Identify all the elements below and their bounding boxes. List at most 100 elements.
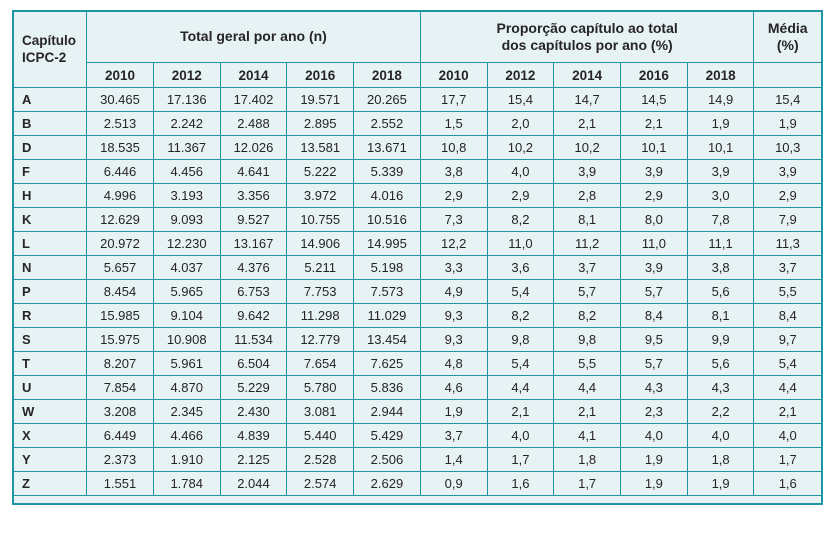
proportion-cell: 3,3 [419, 255, 488, 280]
chapter-cell: X [14, 423, 88, 448]
proportion-cell: 7,8 [686, 207, 755, 232]
proportion-cell: 2,1 [553, 399, 621, 424]
media-cell: 2,9 [753, 183, 821, 208]
total-cell: 2.629 [353, 471, 421, 496]
years-header-row: 2010 2012 2014 2016 2018 2010 2012 2014 2016 2018 [14, 62, 821, 88]
total-cell: 3.972 [286, 183, 355, 208]
proportion-cell: 4,0 [620, 423, 688, 448]
media-cell: 10,3 [753, 135, 821, 160]
proportion-cell: 7,3 [419, 207, 488, 232]
proportion-cell: 3,7 [553, 255, 621, 280]
proportion-cell: 1,9 [620, 447, 688, 472]
total-cell: 9.527 [219, 207, 288, 232]
total-cell: 15.985 [86, 303, 154, 328]
total-cell: 12.779 [286, 327, 355, 352]
proportion-cell: 2,1 [620, 111, 688, 136]
proportion-cell: 4,3 [620, 375, 688, 400]
total-cell: 3.193 [152, 183, 221, 208]
proportion-cell: 10,2 [553, 135, 621, 160]
proportion-cell: 14,9 [686, 87, 755, 112]
media-cell: 5,4 [753, 351, 821, 376]
proportion-cell: 1,9 [686, 471, 755, 496]
proportion-cell: 4,6 [419, 375, 488, 400]
total-cell: 11.298 [286, 303, 355, 328]
proportion-year-header: 2014 [553, 62, 621, 88]
total-cell: 7.753 [286, 279, 355, 304]
total-cell: 13.167 [219, 231, 288, 256]
total-cell: 2.552 [353, 111, 421, 136]
total-cell: 10.755 [286, 207, 355, 232]
proportion-cell: 8,4 [620, 303, 688, 328]
chapter-cell: N [14, 255, 88, 280]
proportion-cell: 1,7 [486, 447, 555, 472]
media-cell: 5,5 [753, 279, 821, 304]
proportion-cell: 2,0 [486, 111, 555, 136]
proportion-cell: 11,0 [620, 231, 688, 256]
proportion-cell: 8,2 [486, 207, 555, 232]
total-cell: 1.551 [86, 471, 154, 496]
proportion-cell: 2,3 [620, 399, 688, 424]
proportion-cell: 1,4 [419, 447, 488, 472]
total-cell: 5.229 [219, 375, 288, 400]
proportion-cell: 10,1 [686, 135, 755, 160]
total-cell: 19.571 [286, 87, 355, 112]
proportion-cell: 14,5 [620, 87, 688, 112]
proportion-cell: 4,0 [686, 423, 755, 448]
proportion-cell: 15,4 [486, 87, 555, 112]
table-row: K 12.629 9.093 9.527 10.755 10.516 7,3 8,2 8,1 8,… [14, 207, 821, 232]
media-cell: 3,9 [753, 159, 821, 184]
proportion-cell: 4,8 [419, 351, 488, 376]
total-cell: 6.504 [219, 351, 288, 376]
table-row: Z 1.551 1.784 2.044 2.574 2.629 0,9 1,6 1,7 1,9 1,… [14, 471, 821, 496]
total-cell: 5.657 [86, 255, 154, 280]
media-column-header: Média (%) [753, 12, 821, 63]
chapter-cell: T [14, 351, 88, 376]
proportion-cell: 2,9 [419, 183, 488, 208]
total-cell: 2.242 [152, 111, 221, 136]
proportion-cell: 1,8 [553, 447, 621, 472]
total-cell: 5.961 [152, 351, 221, 376]
total-cell: 5.965 [152, 279, 221, 304]
media-cell: 1,6 [753, 471, 821, 496]
total-cell: 9.104 [152, 303, 221, 328]
total-cell: 2.488 [219, 111, 288, 136]
total-cell: 3.081 [286, 399, 355, 424]
proportions-group-header: Proporção capítulo ao total dos capítulo… [419, 12, 755, 63]
proportion-cell: 1,9 [686, 111, 755, 136]
total-cell: 2.574 [286, 471, 355, 496]
total-cell: 3.208 [86, 399, 154, 424]
media-cell: 3,7 [753, 255, 821, 280]
chapter-cell: Z [14, 471, 88, 496]
proportion-cell: 8,1 [686, 303, 755, 328]
total-cell: 4.466 [152, 423, 221, 448]
media-cell: 11,3 [753, 231, 821, 256]
proportion-cell: 4,4 [486, 375, 555, 400]
proportion-year-header: 2010 [419, 62, 488, 88]
table-row: D 18.535 11.367 12.026 13.581 13.671 10,8 10,2 1… [14, 135, 821, 160]
total-cell: 30.465 [86, 87, 154, 112]
chapter-column-header: Capítulo ICPC-2 [14, 12, 88, 88]
proportion-cell: 2,9 [486, 183, 555, 208]
proportion-cell: 2,1 [553, 111, 621, 136]
proportion-cell: 3,9 [686, 159, 755, 184]
proportion-cell: 8,2 [486, 303, 555, 328]
media-year-spacer [753, 62, 821, 88]
proportion-cell: 1,6 [486, 471, 555, 496]
proportion-cell: 8,0 [620, 207, 688, 232]
total-cell: 2.513 [86, 111, 154, 136]
total-year-header: 2012 [152, 62, 221, 88]
proportion-cell: 5,4 [486, 351, 555, 376]
proportion-cell: 9,5 [620, 327, 688, 352]
total-cell: 12.629 [86, 207, 154, 232]
proportion-cell: 1,5 [419, 111, 488, 136]
proportion-cell: 2,8 [553, 183, 621, 208]
proportion-cell: 3,7 [419, 423, 488, 448]
proportion-cell: 2,2 [686, 399, 755, 424]
icpc2-data-table: Capítulo ICPC-2 Total geral por ano (n) … [14, 12, 821, 496]
total-cell: 2.895 [286, 111, 355, 136]
media-cell: 15,4 [753, 87, 821, 112]
total-year-header: 2014 [219, 62, 288, 88]
proportion-cell: 9,3 [419, 327, 488, 352]
proportion-cell: 4,0 [486, 423, 555, 448]
total-cell: 11.029 [353, 303, 421, 328]
